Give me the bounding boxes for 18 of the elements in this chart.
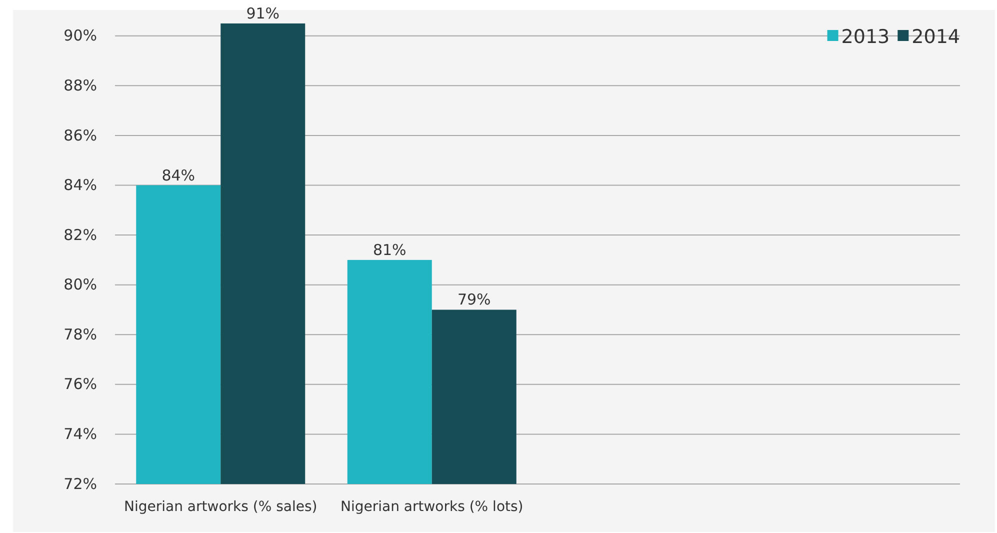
y-tick-label: 88% bbox=[64, 76, 97, 94]
y-tick-label: 86% bbox=[64, 126, 97, 144]
data-label: 81% bbox=[372, 240, 406, 259]
legend-label: 2013 bbox=[841, 26, 890, 48]
y-tick-label: 90% bbox=[64, 26, 97, 45]
y-tick-label: 82% bbox=[64, 226, 97, 244]
data-label: 91% bbox=[246, 4, 280, 22]
y-tick-label: 80% bbox=[64, 276, 97, 294]
y-tick-label: 84% bbox=[64, 176, 97, 194]
legend-label: 2014 bbox=[912, 26, 960, 48]
x-tick-label: Nigerian artworks (% sales) bbox=[124, 499, 318, 515]
data-label: 84% bbox=[162, 166, 196, 184]
y-tick-label: 72% bbox=[64, 474, 97, 493]
data-label: 79% bbox=[457, 290, 491, 309]
x-tick-label: Nigerian artworks (% lots) bbox=[340, 499, 524, 515]
y-tick-label: 78% bbox=[64, 325, 97, 344]
y-tick-label: 74% bbox=[64, 425, 97, 444]
y-tick-label: 76% bbox=[64, 375, 97, 394]
